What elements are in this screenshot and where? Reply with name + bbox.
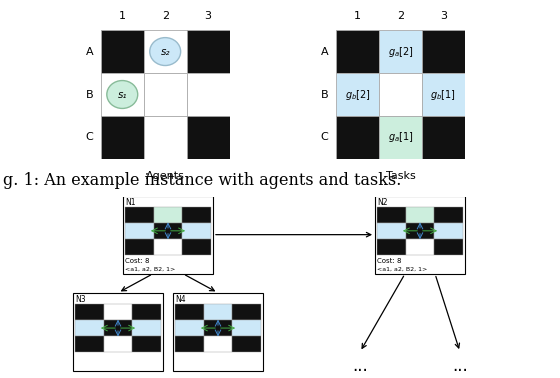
Text: 2: 2	[397, 11, 404, 21]
Text: s₂: s₂	[161, 46, 170, 57]
Text: C: C	[320, 132, 328, 143]
Bar	[336, 73, 379, 116]
Bar	[75, 320, 104, 336]
Text: <a1, a2, B2, 1>: <a1, a2, B2, 1>	[377, 267, 427, 272]
Bar	[422, 116, 465, 159]
Text: Agents: Agents	[146, 171, 185, 181]
Text: 3: 3	[440, 11, 447, 21]
Text: 1: 1	[119, 11, 126, 21]
Bar	[101, 116, 144, 159]
Bar	[204, 320, 232, 336]
Text: s₁: s₁	[118, 90, 127, 99]
Bar	[144, 73, 186, 116]
Bar	[377, 239, 405, 255]
Bar	[101, 30, 144, 73]
Bar	[379, 116, 422, 159]
Text: 3: 3	[204, 11, 212, 21]
Bar	[435, 207, 463, 223]
Text: g. 1: An example instance with agents and tasks.: g. 1: An example instance with agents an…	[3, 172, 401, 189]
Bar	[186, 73, 230, 116]
Text: A: A	[321, 46, 328, 57]
Bar	[186, 116, 230, 159]
Bar	[336, 30, 379, 73]
Bar	[435, 223, 463, 239]
Bar	[405, 239, 435, 255]
Bar	[132, 304, 161, 320]
Bar	[75, 336, 104, 352]
Bar	[153, 239, 183, 255]
Bar	[422, 73, 465, 116]
Bar	[153, 223, 183, 239]
Bar	[232, 336, 261, 352]
Bar	[175, 304, 204, 320]
Text: 1: 1	[354, 11, 361, 21]
Ellipse shape	[107, 81, 138, 108]
Text: B: B	[86, 90, 93, 99]
Bar	[144, 116, 186, 159]
Text: N3: N3	[75, 295, 86, 304]
Bar	[204, 304, 232, 320]
Text: ...: ...	[352, 357, 368, 375]
Bar	[204, 336, 232, 352]
Text: C: C	[85, 132, 93, 143]
Bar	[75, 304, 104, 320]
Text: B: B	[321, 90, 328, 99]
Bar	[232, 304, 261, 320]
Bar	[175, 320, 204, 336]
Bar	[405, 207, 435, 223]
Text: $g_a[1]$: $g_a[1]$	[388, 130, 413, 144]
Bar	[183, 207, 211, 223]
Text: $g_a[2]$: $g_a[2]$	[388, 45, 413, 59]
Bar	[405, 223, 435, 239]
Text: ...: ...	[452, 357, 468, 375]
Bar	[435, 239, 463, 255]
Text: Tasks: Tasks	[385, 171, 416, 181]
Bar	[183, 223, 211, 239]
Text: Cost: 8: Cost: 8	[125, 258, 150, 264]
Bar	[336, 116, 379, 159]
Bar	[125, 223, 153, 239]
Bar	[104, 320, 132, 336]
Text: N4: N4	[175, 295, 185, 304]
Bar	[379, 30, 422, 73]
Text: $g_b[2]$: $g_b[2]$	[344, 87, 370, 102]
Text: $g_b[1]$: $g_b[1]$	[431, 87, 456, 102]
Ellipse shape	[150, 38, 181, 65]
Bar	[104, 304, 132, 320]
Bar	[132, 320, 161, 336]
Bar	[144, 30, 186, 73]
Bar	[232, 320, 261, 336]
Bar	[186, 30, 230, 73]
Text: N2: N2	[377, 198, 388, 206]
Bar	[375, 195, 465, 274]
Text: N1: N1	[125, 198, 136, 206]
Bar	[101, 73, 144, 116]
Bar	[377, 223, 405, 239]
Bar	[379, 73, 422, 116]
Bar	[183, 239, 211, 255]
Bar	[104, 336, 132, 352]
Bar	[125, 239, 153, 255]
Bar	[132, 336, 161, 352]
Bar	[125, 207, 153, 223]
Bar	[175, 336, 204, 352]
Bar	[73, 293, 163, 371]
Bar	[173, 293, 263, 371]
Bar	[153, 207, 183, 223]
Bar	[377, 207, 405, 223]
Text: 2: 2	[162, 11, 169, 21]
Text: A: A	[86, 46, 93, 57]
Bar	[123, 195, 213, 274]
Text: Cost: 8: Cost: 8	[377, 258, 402, 264]
Text: <a1, a2, B2, 1>: <a1, a2, B2, 1>	[125, 267, 175, 272]
Bar	[422, 30, 465, 73]
